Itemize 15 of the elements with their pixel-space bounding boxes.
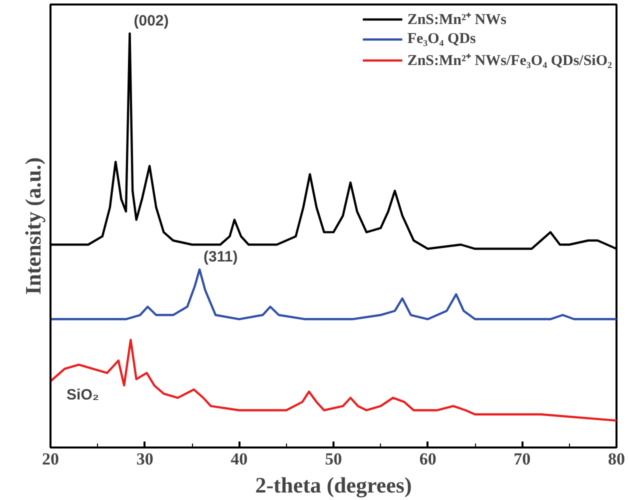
x-tick-label: 60 [419, 450, 436, 468]
legend-label: ZnS:Mn²⁺ NWs/Fe₃O₄ QDs/SiO₂ [407, 52, 612, 70]
annotation: SiO₂ [66, 386, 100, 404]
annotation: (311) [204, 248, 238, 266]
x-tick-label: 30 [136, 450, 154, 468]
x-tick-label: 50 [325, 450, 342, 468]
annotation: (002) [134, 12, 169, 30]
legend-label: ZnS:Mn²⁺ NWs [407, 11, 506, 29]
legend-label: Fe₃O₄ QDs [407, 30, 476, 48]
x-tick-label: 40 [230, 450, 248, 468]
y-axis-title: Intensity (a.u.) [20, 157, 46, 295]
x-tick-label: 80 [608, 450, 625, 468]
x-axis-title: 2-theta (degrees) [255, 472, 412, 498]
x-tick-label: 20 [42, 450, 59, 468]
x-tick-label: 70 [514, 450, 531, 468]
